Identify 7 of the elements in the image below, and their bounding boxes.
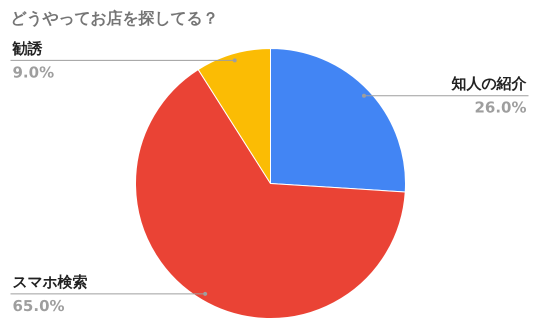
data-label: 65.0%	[12, 296, 65, 315]
data-label: 9.0%	[12, 63, 54, 82]
data-label: 26.0%	[474, 98, 527, 117]
slice-label: 勧誘	[12, 39, 44, 58]
chart-title: どうやってお店を探してる？	[10, 8, 218, 28]
slice-label: スマホ検索	[12, 272, 88, 291]
slice-label: 知人の紹介	[450, 74, 528, 93]
